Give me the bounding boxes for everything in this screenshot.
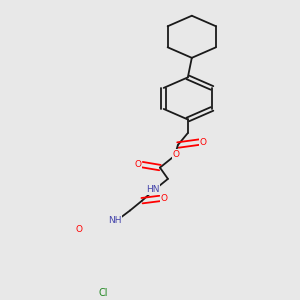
Text: NH: NH [108,216,122,225]
Text: O: O [160,194,168,203]
Text: O: O [134,160,141,169]
Text: O: O [76,226,82,235]
Text: O: O [200,137,207,146]
Text: O: O [173,150,180,159]
Text: HN: HN [146,185,159,194]
Text: Cl: Cl [98,288,108,298]
